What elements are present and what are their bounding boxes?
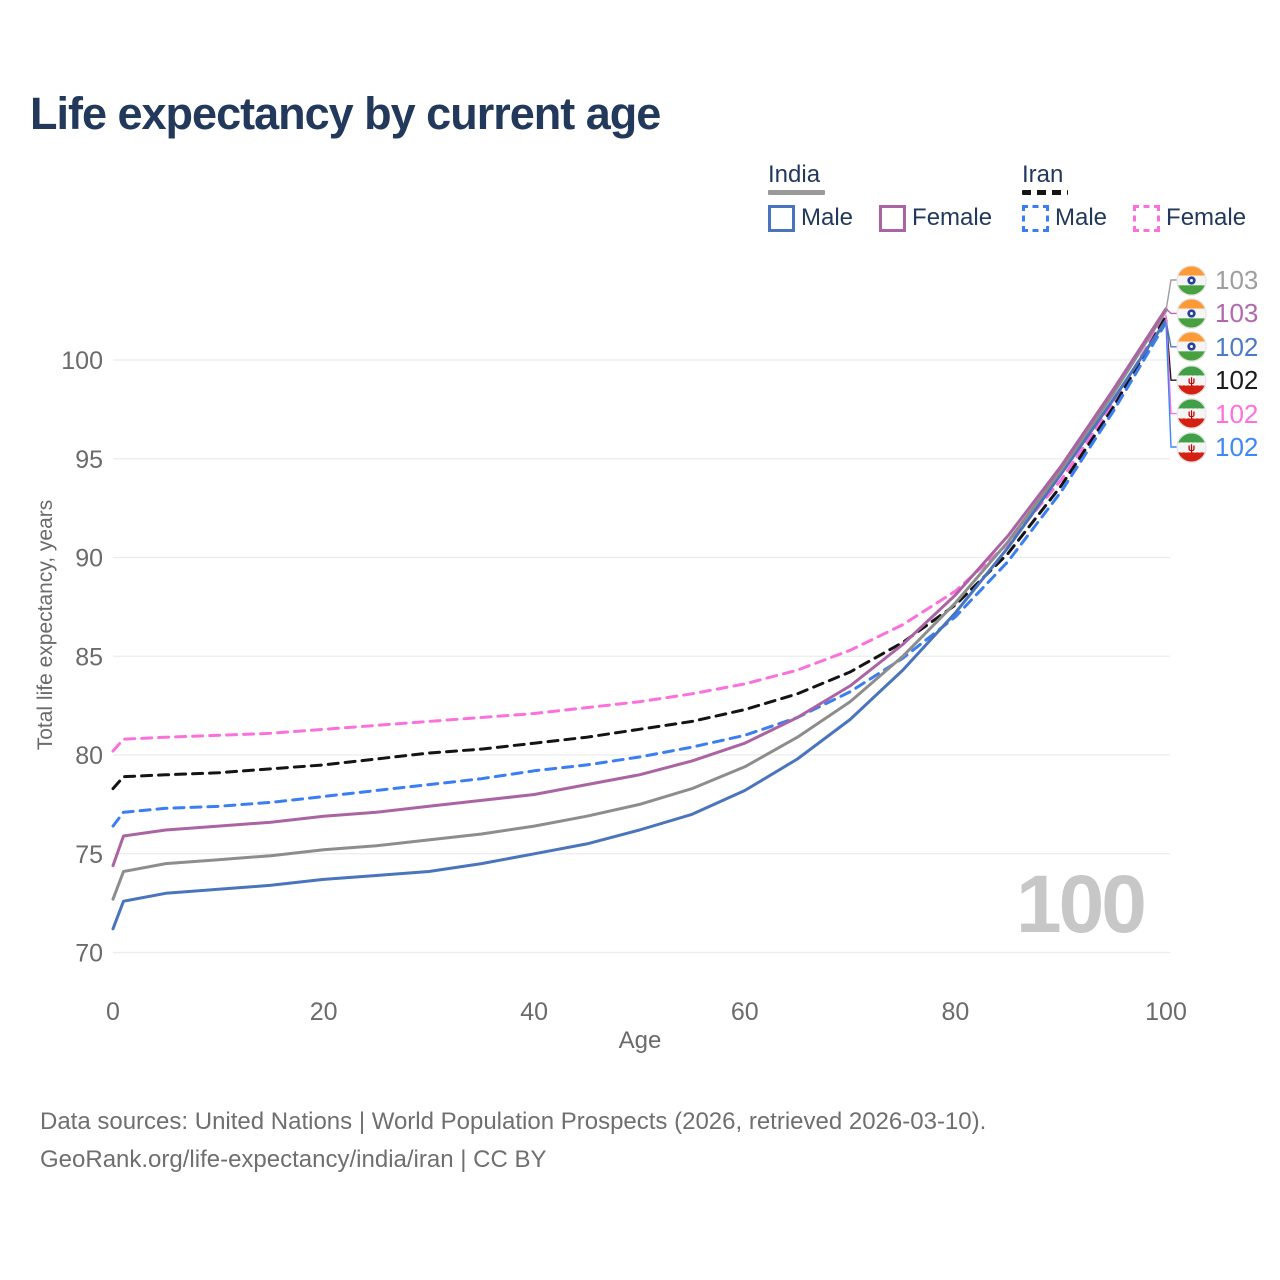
series-line-india-female[interactable]	[111, 307, 1168, 868]
y-tick-label: 90	[75, 545, 103, 573]
y-tick-label: 70	[75, 940, 103, 968]
end-label-row-iran-total: ψ 102	[1176, 364, 1258, 396]
iran-flag-icon: ψ	[1176, 365, 1207, 396]
legend-item-india-female[interactable]: Female	[879, 204, 992, 232]
india-flag-icon	[1176, 298, 1207, 329]
x-tick-label: 80	[941, 998, 969, 1026]
legend-item-india-male[interactable]: Male	[768, 204, 853, 232]
svg-text:ψ: ψ	[1188, 409, 1195, 420]
x-tick-label: 20	[310, 998, 338, 1026]
end-label-leader	[1165, 279, 1177, 311]
legend-label: Male	[801, 204, 854, 231]
svg-text:ψ: ψ	[1188, 376, 1195, 387]
page-title: Life expectancy by current age	[30, 88, 661, 139]
y-tick-label: 85	[75, 643, 103, 671]
legend-country-iran: Iran	[1022, 161, 1064, 188]
india-flag-icon	[1176, 264, 1207, 296]
y-tick-label: 100	[61, 347, 103, 375]
data-source-line: Data sources: United Nations | World Pop…	[40, 1108, 987, 1135]
end-value: 102	[1215, 365, 1259, 396]
legend-group-india: India Male Female	[768, 162, 992, 232]
end-value: 102	[1215, 331, 1259, 362]
legend-country-india: India	[768, 161, 821, 188]
age-watermark: 100	[1016, 859, 1147, 950]
series-line-iran-female[interactable]	[111, 313, 1168, 753]
x-tick-label: 60	[731, 998, 759, 1026]
india-line-swatch	[768, 190, 825, 195]
iran-flag-icon: ψ	[1176, 431, 1207, 463]
x-tick-label: 0	[106, 998, 120, 1026]
india-male-swatch-icon	[768, 204, 795, 232]
end-value: 103	[1215, 265, 1259, 295]
end-value: 103	[1215, 298, 1259, 329]
legend-label: Female	[912, 204, 993, 231]
end-label-row-india-male: 102	[1176, 331, 1258, 363]
y-tick-label: 95	[75, 446, 103, 474]
iran-line-swatch	[1022, 190, 1068, 195]
end-value: 102	[1215, 432, 1259, 462]
series-line-india-total[interactable]	[111, 309, 1168, 901]
series-line-iran-total[interactable]	[111, 315, 1168, 791]
legend-group-iran: Iran Male Female	[1022, 162, 1246, 232]
legend-item-iran-female[interactable]: Female	[1133, 204, 1246, 232]
y-tick-label: 80	[75, 742, 103, 770]
iran-flag-icon: ψ	[1176, 398, 1207, 429]
x-axis-title: Age	[619, 1027, 662, 1054]
attribution-line: GeoRank.org/life-expectancy/india/iran |…	[40, 1146, 547, 1173]
x-tick-label: 100	[1145, 998, 1187, 1026]
end-label-row-india-female: 103	[1176, 297, 1258, 329]
legend-label: Female	[1166, 204, 1247, 231]
end-value: 102	[1215, 398, 1259, 429]
india-flag-icon	[1176, 331, 1207, 362]
end-label-leader	[1165, 322, 1177, 448]
end-label-row-iran-male: ψ 102	[1176, 431, 1258, 463]
series-line-iran-male[interactable]	[111, 321, 1168, 828]
end-label-leader	[1165, 308, 1177, 315]
end-label-row-iran-female: ψ 102	[1176, 398, 1258, 430]
x-tick-label: 40	[520, 998, 548, 1026]
legend-label: Male	[1055, 204, 1108, 231]
y-axis-title: Total life expectancy, years	[34, 499, 57, 751]
iran-male-swatch-icon	[1022, 204, 1049, 232]
y-tick-label: 75	[75, 841, 103, 869]
svg-text:ψ: ψ	[1188, 442, 1195, 453]
series-line-india-male[interactable]	[111, 319, 1168, 931]
india-female-swatch-icon	[879, 204, 907, 232]
legend-item-iran-male[interactable]: Male	[1022, 204, 1107, 232]
end-label-row-india-total: 103	[1176, 264, 1258, 296]
iran-female-swatch-icon	[1133, 204, 1161, 232]
